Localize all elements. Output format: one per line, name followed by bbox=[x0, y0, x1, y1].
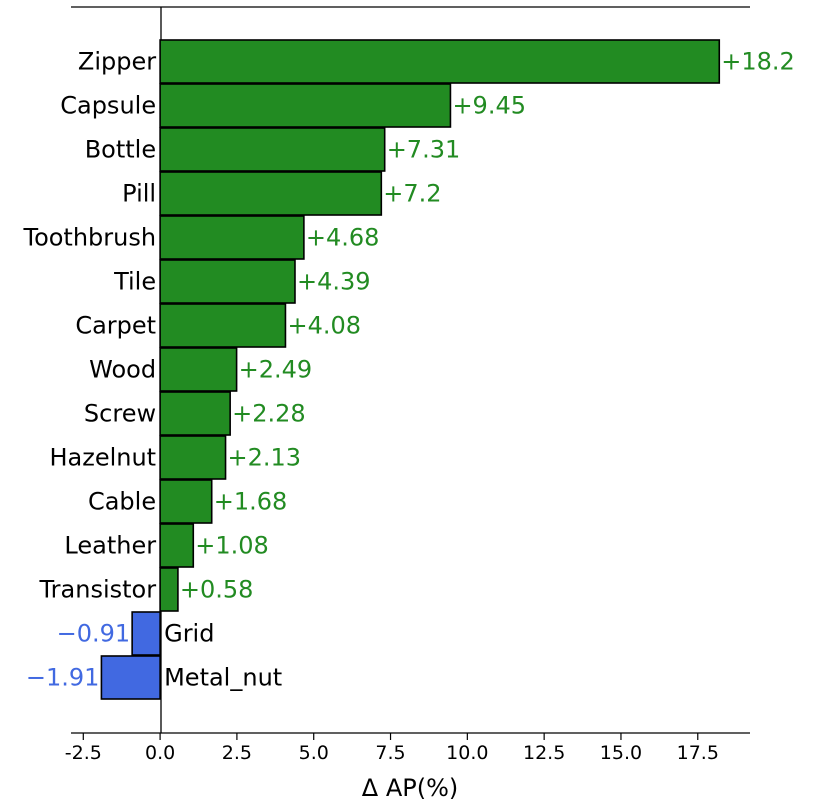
data-label: +2.13 bbox=[228, 444, 302, 472]
x-axis-ticks: -2.5 0.0 2.5 5.0 7.5 10.0 12.5 15.0 17.5 bbox=[65, 733, 719, 764]
bar bbox=[159, 567, 179, 612]
category-label: Bottle bbox=[85, 136, 156, 164]
x-axis-label: Δ AP(%) bbox=[362, 774, 458, 802]
category-label: Wood bbox=[89, 356, 156, 384]
x-tick-label: 2.5 bbox=[222, 742, 252, 764]
bar bbox=[100, 655, 161, 700]
data-label: +0.58 bbox=[180, 576, 254, 604]
bar bbox=[159, 347, 238, 392]
x-tick-label: 10.0 bbox=[446, 742, 488, 764]
data-label: +4.39 bbox=[297, 268, 371, 296]
data-label: +2.28 bbox=[232, 400, 306, 428]
data-label: −0.91 bbox=[57, 620, 131, 648]
category-label: Hazelnut bbox=[49, 444, 156, 472]
data-label: +7.2 bbox=[383, 180, 441, 208]
data-label: +18.2 bbox=[721, 48, 795, 76]
bar bbox=[159, 83, 452, 128]
category-label: Toothbrush bbox=[22, 224, 156, 252]
category-label: Zipper bbox=[78, 48, 156, 76]
data-label: +7.31 bbox=[387, 136, 461, 164]
data-label: +1.68 bbox=[214, 488, 288, 516]
category-label: Grid bbox=[164, 620, 214, 648]
bar bbox=[159, 303, 287, 348]
bar bbox=[159, 391, 231, 436]
category-label: Carpet bbox=[75, 312, 156, 340]
data-label: +1.08 bbox=[195, 532, 269, 560]
bar bbox=[159, 479, 213, 524]
x-tick-label: 17.5 bbox=[677, 742, 719, 764]
category-label: Screw bbox=[84, 400, 156, 428]
labels: Zipper +18.2 Capsule +9.45 Bottle +7.31 Pill +7… bbox=[22, 48, 794, 692]
data-label: +9.45 bbox=[452, 92, 526, 120]
bars bbox=[100, 39, 721, 700]
x-tick-label: 15.0 bbox=[600, 742, 642, 764]
category-label: Metal_nut bbox=[164, 664, 282, 692]
data-label: +4.08 bbox=[287, 312, 361, 340]
bar bbox=[159, 523, 195, 568]
bar bbox=[159, 127, 386, 172]
bar bbox=[159, 39, 721, 84]
data-label: −1.91 bbox=[26, 664, 100, 692]
category-label: Leather bbox=[64, 532, 156, 560]
x-tick-label: 12.5 bbox=[523, 742, 565, 764]
data-label: +4.68 bbox=[306, 224, 380, 252]
bar bbox=[159, 171, 383, 216]
category-label: Cable bbox=[88, 488, 156, 516]
bar bbox=[159, 259, 296, 304]
bar bbox=[131, 611, 161, 656]
x-tick-label: 5.0 bbox=[299, 742, 329, 764]
bar bbox=[159, 215, 305, 260]
category-label: Capsule bbox=[60, 92, 156, 120]
x-tick-label: 7.5 bbox=[375, 742, 405, 764]
data-label: +2.49 bbox=[239, 356, 313, 384]
x-tick-label: -2.5 bbox=[65, 742, 102, 764]
category-label: Transistor bbox=[39, 576, 157, 604]
category-label: Tile bbox=[113, 268, 156, 296]
bar bbox=[159, 435, 227, 480]
x-tick-label: 0.0 bbox=[145, 742, 175, 764]
category-label: Pill bbox=[122, 180, 156, 208]
